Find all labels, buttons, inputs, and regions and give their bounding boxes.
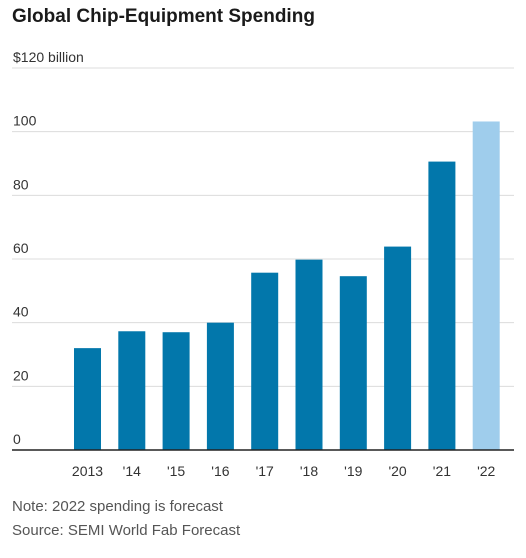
y-axis-ticks: 0 20 40 60 80 100 $120 billion (13, 49, 84, 447)
bar (428, 161, 456, 450)
x-tick-label: '16 (211, 463, 229, 479)
chart-title: Global Chip-Equipment Spending (12, 6, 315, 27)
y-tick-label: 100 (13, 113, 37, 129)
chart-note: Note: 2022 spending is forecast (12, 498, 223, 515)
x-tick-label: '18 (300, 463, 318, 479)
bar (162, 332, 190, 450)
y-tick-label: $120 billion (13, 49, 84, 65)
bar (74, 348, 101, 450)
x-tick-label: '21 (433, 463, 451, 479)
y-tick-label: 20 (13, 367, 29, 383)
x-tick-label: '15 (167, 463, 185, 479)
x-tick-label: 2013 (72, 463, 103, 479)
y-tick-label: 60 (13, 240, 29, 256)
x-tick-label: '22 (477, 463, 495, 479)
bar (339, 276, 367, 450)
y-tick-label: 0 (13, 431, 21, 447)
x-tick-label: '19 (344, 463, 362, 479)
x-tick-label: '20 (388, 463, 406, 479)
bar (206, 322, 234, 450)
bar (295, 259, 323, 450)
y-tick-label: 80 (13, 176, 29, 192)
bars (74, 121, 500, 450)
bar (384, 246, 412, 450)
y-tick-label: 40 (13, 304, 29, 320)
x-axis-ticks: 2013 '14 '15 '16 '17 '18 '19 '20 '21 '22 (72, 463, 496, 479)
bar-forecast (472, 121, 500, 450)
chart-source: Source: SEMI World Fab Forecast (12, 522, 241, 539)
x-tick-label: '14 (123, 463, 141, 479)
bar (118, 331, 146, 450)
bar (251, 272, 279, 450)
x-tick-label: '17 (256, 463, 274, 479)
